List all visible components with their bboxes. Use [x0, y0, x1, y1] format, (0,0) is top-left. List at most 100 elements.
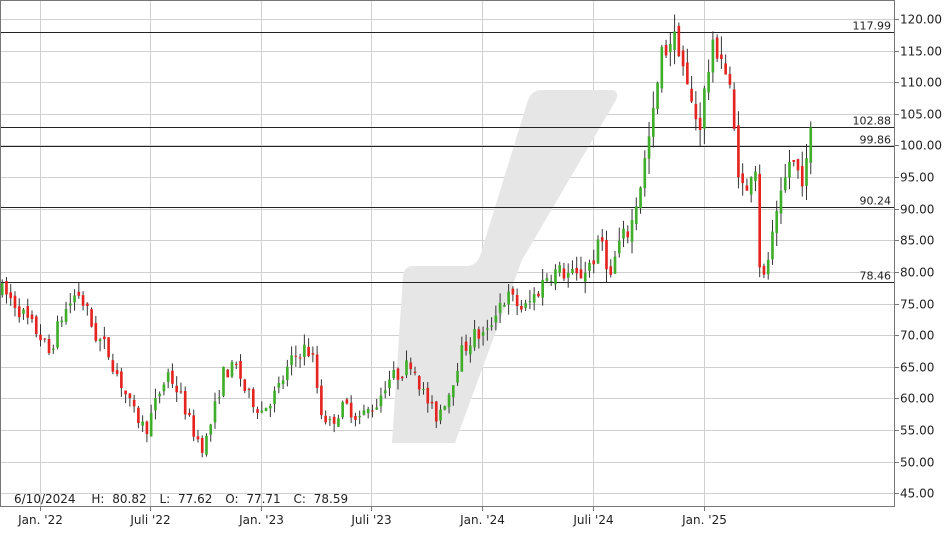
- candle-up[interactable]: [341, 400, 344, 420]
- candle-down[interactable]: [745, 178, 749, 191]
- candle-down[interactable]: [690, 76, 693, 104]
- candle-down[interactable]: [409, 357, 413, 376]
- candle-up[interactable]: [613, 250, 617, 274]
- candle-down[interactable]: [477, 326, 481, 349]
- candle-down[interactable]: [256, 406, 259, 419]
- candle-up[interactable]: [260, 401, 264, 414]
- candle-up[interactable]: [643, 150, 647, 197]
- candle-down[interactable]: [145, 420, 149, 443]
- candle-down[interactable]: [192, 409, 196, 442]
- candle-up[interactable]: [213, 392, 217, 429]
- candle-down[interactable]: [562, 262, 566, 282]
- candle-down[interactable]: [396, 367, 400, 390]
- candle-up[interactable]: [166, 368, 170, 389]
- candle-down[interactable]: [537, 291, 540, 298]
- candle-up[interactable]: [669, 32, 672, 67]
- candle-up[interactable]: [222, 366, 225, 398]
- candle-down[interactable]: [681, 45, 685, 76]
- candle-up[interactable]: [622, 220, 625, 248]
- candle-down[interactable]: [90, 307, 93, 328]
- candle-up[interactable]: [303, 334, 306, 366]
- candle-up[interactable]: [443, 405, 447, 411]
- candle-up[interactable]: [469, 337, 472, 363]
- candle-up[interactable]: [73, 289, 76, 311]
- candle-down[interactable]: [188, 408, 191, 417]
- candle-up[interactable]: [647, 121, 651, 175]
- candle-down[interactable]: [103, 326, 106, 350]
- candle-down[interactable]: [349, 395, 353, 423]
- candle-down[interactable]: [579, 256, 583, 279]
- candle-down[interactable]: [800, 151, 804, 197]
- candle-up[interactable]: [651, 91, 655, 148]
- candle-up[interactable]: [473, 319, 476, 351]
- candle-down[interactable]: [796, 158, 800, 179]
- candle-down[interactable]: [371, 404, 374, 418]
- candle-up[interactable]: [366, 406, 370, 419]
- candle-up[interactable]: [660, 44, 664, 93]
- candle-down[interactable]: [694, 91, 698, 131]
- candle-down[interactable]: [792, 159, 796, 167]
- candle-up[interactable]: [588, 259, 591, 278]
- candle-up[interactable]: [154, 388, 157, 420]
- candle-up[interactable]: [749, 176, 753, 203]
- candle-up[interactable]: [362, 404, 366, 416]
- candle-up[interactable]: [0, 279, 4, 298]
- candle-down[interactable]: [13, 291, 17, 317]
- candle-down[interactable]: [183, 386, 187, 420]
- candle-down[interactable]: [81, 291, 85, 311]
- candle-down[interactable]: [124, 390, 127, 404]
- candle-up[interactable]: [286, 359, 289, 387]
- candle-up[interactable]: [51, 344, 55, 354]
- candle-up[interactable]: [158, 391, 161, 404]
- candle-up[interactable]: [490, 317, 493, 331]
- candle-down[interactable]: [311, 346, 315, 363]
- candle-up[interactable]: [268, 403, 272, 418]
- candle-up[interactable]: [98, 337, 102, 352]
- candle-down[interactable]: [307, 338, 310, 358]
- candle-down[interactable]: [39, 324, 42, 347]
- candle-down[interactable]: [417, 375, 421, 396]
- candle-down[interactable]: [605, 230, 608, 283]
- candle-up[interactable]: [775, 200, 779, 247]
- candle-down[interactable]: [600, 228, 604, 251]
- candle-up[interactable]: [711, 31, 715, 83]
- candle-up[interactable]: [571, 260, 574, 275]
- candle-down[interactable]: [115, 363, 119, 377]
- candle-up[interactable]: [328, 416, 332, 427]
- candle-down[interactable]: [320, 379, 323, 420]
- candle-down[interactable]: [758, 164, 762, 278]
- candle-down[interactable]: [86, 302, 89, 316]
- candle-up[interactable]: [566, 263, 570, 288]
- candle-up[interactable]: [554, 264, 557, 291]
- candle-down[interactable]: [196, 429, 200, 443]
- candle-down[interactable]: [626, 225, 630, 244]
- candle-down[interactable]: [715, 34, 719, 62]
- candle-down[interactable]: [324, 410, 327, 425]
- candle-down[interactable]: [720, 36, 723, 69]
- candle-up[interactable]: [809, 121, 813, 175]
- candle-up[interactable]: [617, 227, 621, 258]
- candle-up[interactable]: [64, 301, 68, 325]
- candle-up[interactable]: [532, 287, 536, 311]
- candle-down[interactable]: [677, 22, 681, 57]
- candle-up[interactable]: [754, 166, 757, 192]
- candle-up[interactable]: [596, 235, 600, 264]
- candle-down[interactable]: [592, 249, 596, 274]
- candle-up[interactable]: [771, 220, 774, 265]
- candle-up[interactable]: [205, 433, 208, 457]
- candle-up[interactable]: [290, 346, 293, 376]
- candle-down[interactable]: [664, 39, 668, 59]
- candle-down[interactable]: [413, 366, 417, 376]
- candle-up[interactable]: [149, 404, 153, 437]
- candle-up[interactable]: [707, 59, 710, 101]
- candle-down[interactable]: [34, 314, 38, 338]
- candle-up[interactable]: [392, 361, 396, 381]
- candle-up[interactable]: [281, 375, 285, 390]
- candle-up[interactable]: [486, 319, 489, 341]
- candle-down[interactable]: [175, 376, 179, 402]
- candle-down[interactable]: [609, 259, 613, 278]
- candle-down[interactable]: [724, 54, 727, 75]
- candle-up[interactable]: [673, 14, 676, 65]
- candle-down[interactable]: [400, 375, 404, 381]
- candle-up[interactable]: [494, 305, 498, 331]
